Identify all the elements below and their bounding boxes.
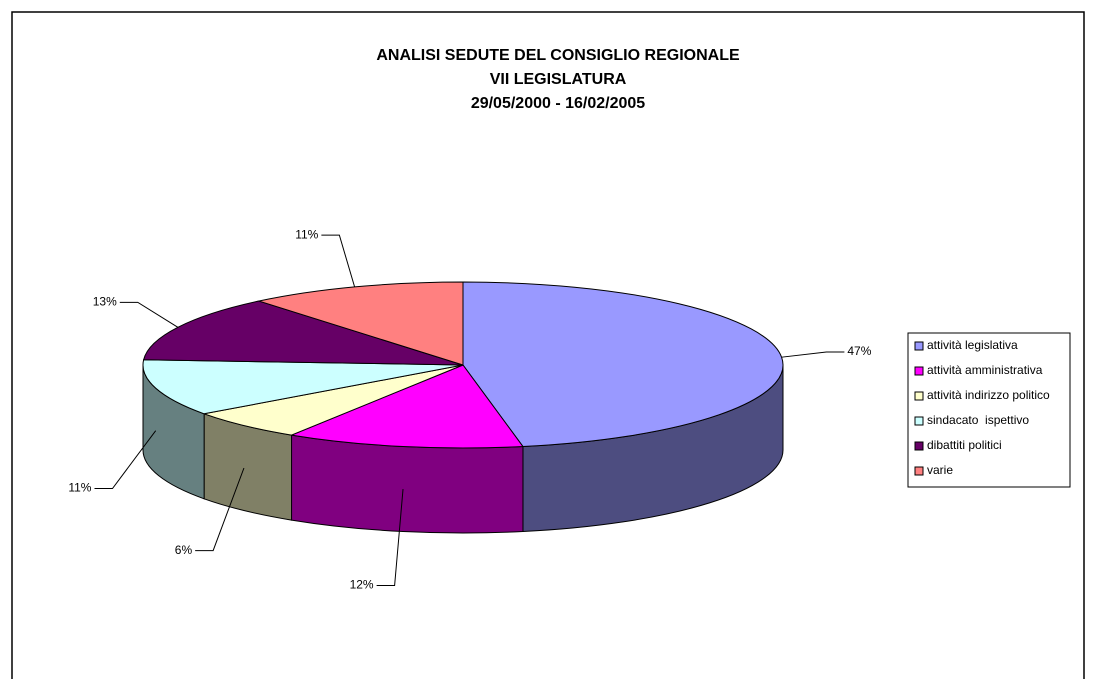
legend-swatch [914, 341, 924, 351]
slice [257, 281, 464, 366]
legend-label: attività indirizzo politico [927, 388, 1050, 402]
data-label: 11% [295, 227, 318, 241]
legend-swatch [914, 416, 924, 426]
legend-label: dibattiti politici [927, 438, 1002, 452]
legend-label: attività legislativa [927, 338, 1018, 352]
data-label: 11% [68, 481, 91, 495]
legend-swatch [914, 391, 924, 401]
slice [202, 364, 464, 436]
legend-label: attività amministrativa [927, 363, 1043, 377]
slice-side [291, 434, 524, 534]
legend-box [907, 332, 1071, 488]
leader-line [781, 351, 845, 358]
legend-label: sindacato ispettivo [927, 413, 1029, 427]
slice [289, 364, 524, 449]
data-label: 12% [350, 578, 374, 592]
legend-swatch [914, 441, 924, 451]
slice [142, 359, 464, 415]
chart-title: 29/05/2000 - 16/02/2005 [471, 95, 645, 112]
chart-title: VII LEGISLATURA [490, 71, 627, 88]
legend-swatch [914, 366, 924, 376]
chart-title: ANALISI SEDUTE DEL CONSIGLIO REGIONALE [376, 47, 740, 64]
leader-line [94, 430, 157, 490]
data-label: 6% [175, 543, 193, 557]
leader-line [119, 301, 179, 328]
leader-line [321, 234, 356, 288]
data-label: 47% [847, 344, 871, 358]
leader-line [376, 488, 404, 587]
legend-label: varie [927, 463, 953, 477]
data-label: 13% [93, 295, 117, 309]
legend-swatch [914, 466, 924, 476]
leader-line [195, 467, 245, 552]
